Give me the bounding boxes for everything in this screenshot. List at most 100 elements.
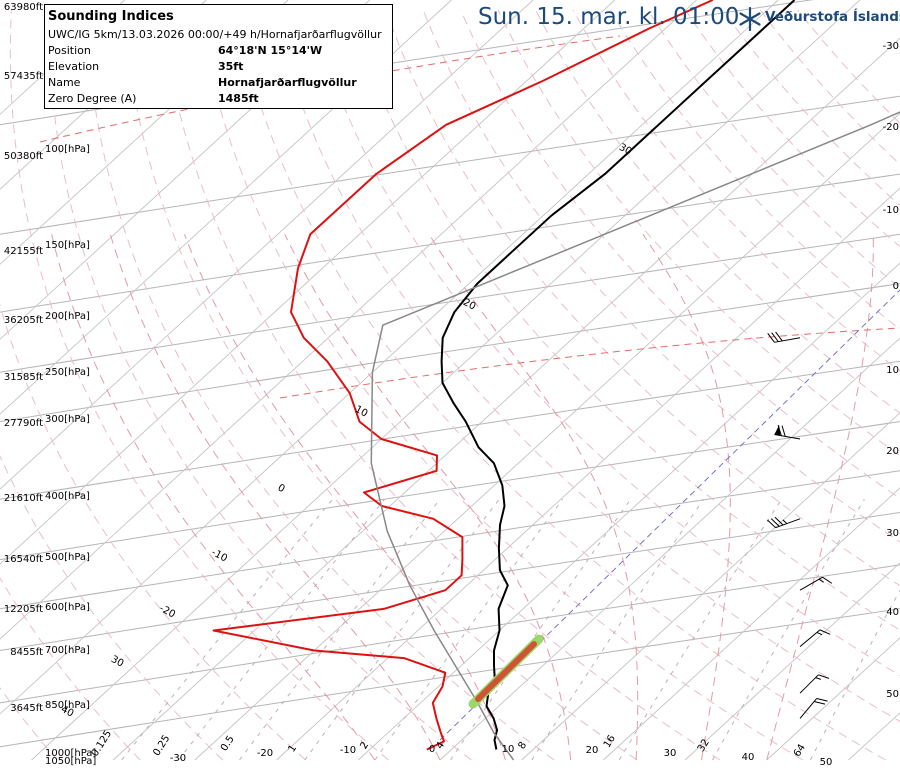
isotherm-line [848,712,900,761]
bottom-temp-label: -10 [340,745,356,756]
barb-flag [777,424,782,436]
dry-adiabat-line [759,9,900,166]
mixing-ratio-label: 2 [359,740,372,751]
dry-adiabat-lines [0,9,900,761]
height-label: 27790ft [4,418,43,429]
barb-flag [781,425,786,437]
mixing-ratio-line [178,498,385,761]
logo-text: Veðurstofa Íslands [765,9,900,25]
barb-flag [814,701,826,705]
dry-adiabat-line [0,455,224,761]
moist-adiabat-line [51,234,376,761]
mixing-ratio-label: 32 [696,737,712,754]
bottom-temp-label: -20 [257,748,273,759]
info-row: Name Hornafjarðarflugvöllur [48,76,388,92]
dry-adiabat-line [610,9,900,331]
isotherm-line [0,0,289,265]
dry-adiabat-line [722,9,900,207]
pressure-label: 100[hPa] [45,144,90,155]
barb-half-flag [815,677,822,680]
barb-flag [770,518,780,527]
height-label: 21610ft [4,493,43,504]
barb-staff [799,674,819,694]
right-temp-label: 30 [886,528,899,539]
info-label: Name [48,76,81,89]
barb-flag [774,516,784,526]
info-value: 64°18'N 15°14'W [218,44,323,57]
wind-barb [799,576,833,591]
pressure-label: 250[hPa] [45,367,90,378]
info-value: 35ft [218,60,244,73]
bottom-temp-label: 40 [742,752,755,763]
isotherm-line [766,637,900,761]
barb-staff [799,698,818,719]
barb-flag [767,519,776,529]
right-temp-label: -30 [883,41,899,52]
isotherm-line [31,0,861,761]
sounding-info-box: Sounding Indices UWC/IG 5km/13.03.2026 0… [44,4,393,109]
wind-barbs [767,331,833,719]
vedurstofa-logo: Veðurstofa Íslands [738,5,900,33]
barb-flag [822,576,833,584]
bottom-temp-label: 0 [429,744,435,755]
info-subtitle: UWC/IG 5km/13.03.2026 00:00/+49 h/Hornaf… [48,28,382,41]
isobar-lines [0,0,900,748]
dry-adiabat-line [310,9,900,677]
dry-adiabat-line [198,10,804,761]
barb-flag [816,697,828,702]
mixing-ratio-lines [121,498,900,761]
mixing-ratio-line [374,499,564,761]
mixing-ratio-line [450,499,632,761]
isotherm-line [0,0,207,190]
dry-adiabat-line [123,10,638,761]
dry-adiabat-line [85,10,555,761]
moist-adiabat-line [642,234,731,761]
info-row: Position 64°18'N 15°14'W [48,44,388,60]
info-title: Sounding Indices [48,9,174,24]
isotherm-line [112,37,900,761]
pressure-label: 600[hPa] [45,602,90,613]
temperature-line [440,0,796,750]
info-value: Hornafjarðarflugvöllur [218,76,357,89]
bottom-temp-label: -30 [170,753,186,764]
isotherm-line [0,0,697,640]
wind-barb [774,424,801,440]
isotherm-line [276,187,900,761]
mixing-ratio-line [531,499,704,761]
info-value: 1485ft [218,92,259,105]
dry-adiabat-line [685,9,900,248]
mixing-ratio-label: 64 [792,742,808,759]
moist-adiabat-lines [51,234,874,761]
isobar-line [0,564,900,704]
right-temp-label: 50 [886,689,899,700]
moist-adiabat-line [284,234,572,761]
mixing-ratio-label: 4 [435,740,448,751]
wind-barb [767,331,801,343]
isotherm-label: 40 [59,704,75,720]
isotherm-label: 10 [353,404,369,420]
mixing-ratio-line [712,499,865,761]
height-label: 16540ft [4,554,43,565]
isotherm-line [357,262,900,761]
pressure-label: 200[hPa] [45,311,90,322]
dry-adiabat-line [422,9,900,543]
parcel-line [370,111,900,761]
pressure-label: 300[hPa] [45,414,90,425]
pressure-label: 850[hPa] [45,700,90,711]
barb-flag [818,674,830,679]
barb-staff [775,518,801,529]
dry-adiabat-line [460,9,900,500]
bottom-temp-label: 20 [586,745,599,756]
right-temp-label: 0 [893,281,899,292]
isotherm-line [0,0,452,415]
barb-half-flag [816,631,823,636]
moist-adiabat-line [184,234,506,761]
wind-barb [799,697,828,719]
height-label: 57435ft [4,71,43,82]
isotherm-label: 30 [109,654,125,670]
isotherm-label: -20 [157,603,177,620]
barb-flag [767,333,775,343]
dry-adiabat-line [385,9,900,587]
height-label: 12205ft [4,604,43,615]
